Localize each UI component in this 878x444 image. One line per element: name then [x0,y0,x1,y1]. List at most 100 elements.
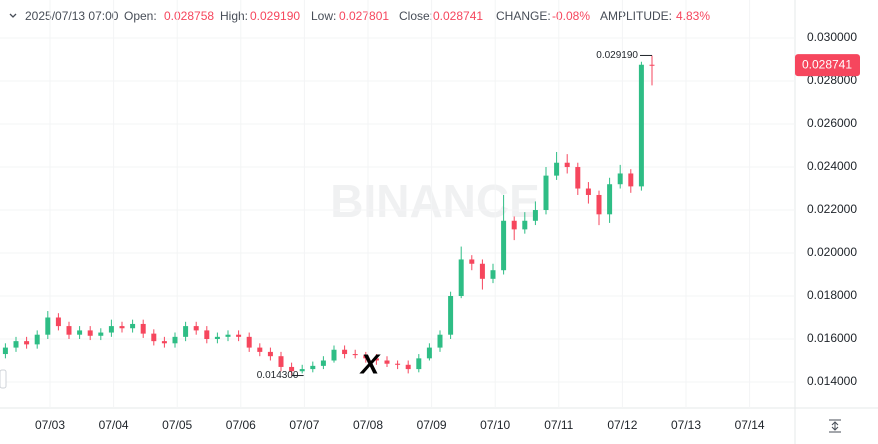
candle-body [638,64,644,187]
candle-body [437,334,443,348]
candle-body [267,351,273,357]
candle-body [246,336,252,348]
candle-body [342,349,348,355]
y-tick-label: 0.020000 [807,245,857,259]
header-value: 4.83% [676,9,710,23]
candle-body [479,263,485,279]
candle-body [501,220,507,271]
annotation: X [359,348,382,379]
candle-body [585,188,591,195]
candle-body [172,336,178,344]
candle-body [490,270,496,279]
header-label: High: [220,9,248,23]
candle-body [405,364,411,370]
candle-body [384,360,390,364]
x-tick-label: 07/03 [35,418,65,432]
x-tick-label: 07/10 [480,418,510,432]
scroll-handle[interactable] [0,369,7,389]
candle-body [596,194,602,215]
candle-body [554,162,560,176]
candle-body [522,220,528,230]
header-label: CHANGE: [496,9,551,23]
candle-body [448,296,454,335]
candle-body [395,363,401,365]
candle-body [532,210,538,221]
candle-body [87,330,93,336]
candle-body [299,369,305,372]
candle-body [214,336,220,339]
candle-body [193,326,199,331]
y-tick-label: 0.022000 [807,202,857,216]
candle-body [511,220,517,230]
x-tick-label: 07/14 [735,418,765,432]
y-tick-label: 0.024000 [807,159,857,173]
low-marker-label: 0.014300 [257,370,299,381]
candle-body [310,365,316,370]
x-tick-label: 07/12 [607,418,637,432]
y-tick-label: 0.028000 [807,73,857,87]
y-tick-label: 0.026000 [807,116,857,130]
header-value: 0.028741 [433,9,483,23]
candle-body [649,64,655,66]
candle-body [108,326,114,333]
watermark: BINANCE [330,175,540,227]
header-value: 0.028758 [164,9,214,23]
candle-body [161,341,167,344]
candle-body [278,356,284,367]
candle-body [458,259,464,297]
header-fields: Open: 0.028758 High: 0.029190 Low: 0.027801 Cl… [124,9,710,23]
candle-body [55,317,61,327]
fit-icon[interactable] [829,419,841,433]
header-label: Close: [399,9,433,23]
header-label: Low: [311,9,336,23]
candle-body [183,326,189,337]
x-tick-label: 07/13 [671,418,701,432]
high-marker-label: 0.029190 [596,50,638,61]
x-tick-label: 07/09 [417,418,447,432]
candle-body [151,333,157,342]
price-tag [795,54,860,77]
candle-body [617,173,623,185]
candle-body [607,184,613,215]
candle-body [575,167,581,189]
candle-body [373,358,379,361]
header-value: 0.029190 [250,9,300,23]
candle-body [564,162,570,168]
y-tick-label: 0.016000 [807,331,857,345]
candle-body [331,349,337,361]
candle-body [98,332,104,336]
price-tag-label: 0.028741 [802,57,852,71]
candle-body [416,358,422,370]
candle-body [119,326,125,329]
candle-body [363,355,369,359]
candle-body [426,347,432,359]
candle-body [45,317,51,335]
collapse-chevron[interactable] [9,13,17,18]
candle-body [13,341,19,348]
x-tick-label: 07/06 [226,418,256,432]
y-tick-label: 0.014000 [807,374,857,388]
candle-body [34,334,40,345]
candle-body [66,326,72,335]
candle-body [140,323,146,334]
candle-body [204,330,210,339]
candle-body [2,347,8,355]
candle-body [130,323,136,329]
x-tick-label: 07/04 [99,418,129,432]
candle-body [236,334,242,337]
candle-body [469,259,475,264]
candle-body [320,360,326,366]
candle-body [628,173,634,187]
candle-body [225,334,231,337]
x-tick-label: 07/07 [289,418,319,432]
header-value: -0.08% [552,9,590,23]
candle-body [352,354,358,356]
y-tick-label: 0.030000 [807,30,857,44]
header-time: 2025/07/13 07:00 [25,9,119,23]
header-label: Open: [124,9,157,23]
candle-body [257,347,263,352]
header-label: AMPLITUDE: [600,9,672,23]
x-tick-label: 07/11 [544,418,573,432]
